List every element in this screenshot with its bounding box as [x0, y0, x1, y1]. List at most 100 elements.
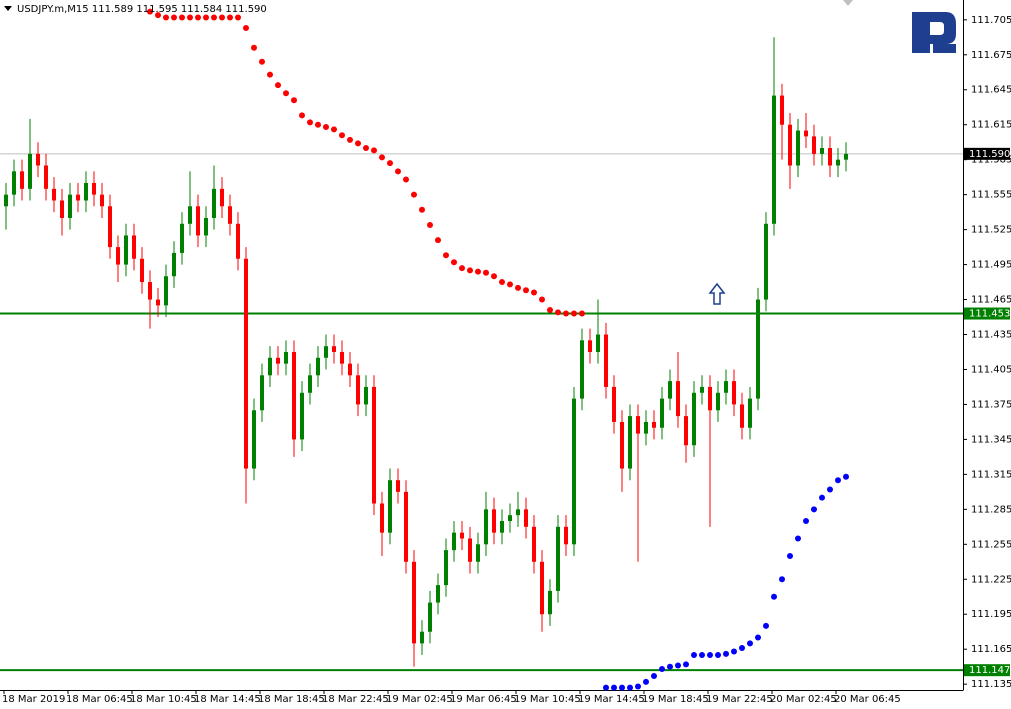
candle-body: [364, 386, 368, 405]
candle-body: [444, 550, 448, 586]
indicator-dot: [515, 284, 521, 291]
level-label: 111.147: [969, 665, 1010, 676]
x-tick-label: 18 Mar 06:45: [66, 694, 133, 705]
candle-body: [596, 334, 600, 352]
indicator-dot: [491, 273, 497, 280]
y-tick-label: 111.315: [971, 469, 1011, 480]
candle-body: [428, 602, 432, 632]
candle-body: [12, 171, 16, 195]
x-tick-label: 19 Mar 06:45: [450, 694, 517, 705]
candle-body: [780, 95, 784, 125]
y-tick-label: 111.195: [971, 609, 1011, 620]
indicator-dot: [227, 14, 233, 21]
candle-body: [812, 136, 816, 154]
indicator-dot: [315, 121, 321, 128]
y-tick-label: 111.225: [971, 574, 1011, 585]
candle-body: [564, 526, 568, 545]
candle-body: [372, 386, 376, 504]
y-tick-label: 111.585: [971, 155, 1011, 166]
candle-body: [516, 509, 520, 516]
candle-body: [244, 258, 248, 469]
candle-body: [228, 206, 232, 224]
indicator-dot: [723, 650, 729, 657]
indicator-dot: [339, 132, 345, 139]
candle-body: [132, 235, 136, 259]
indicator-dot: [291, 97, 297, 104]
candle-body: [388, 480, 392, 533]
candle-body: [772, 95, 776, 224]
candle-body: [252, 410, 256, 469]
indicator-dot: [771, 593, 777, 600]
indicator-dot: [155, 12, 161, 19]
plot-area: [0, 8, 963, 691]
indicator-dot: [387, 160, 393, 167]
candle-body: [524, 509, 528, 527]
indicator-dot: [267, 71, 273, 78]
candle-body: [820, 148, 824, 154]
indicator-dot: [555, 309, 561, 316]
indicator-dot: [499, 279, 505, 286]
indicator-dot: [667, 663, 673, 670]
indicator-dot: [443, 252, 449, 259]
candle-body: [644, 421, 648, 434]
candle-body: [556, 526, 560, 591]
candle-body: [460, 532, 464, 539]
candle-body: [436, 585, 440, 603]
candle-body: [92, 182, 96, 195]
candle-body: [84, 182, 88, 201]
candle-body: [508, 515, 512, 521]
x-tick-label: 18 Mar 18:45: [258, 694, 325, 705]
indicator-dot: [507, 281, 513, 288]
indicator-dot: [187, 14, 193, 21]
indicator-dot: [283, 90, 289, 97]
candle-body: [196, 206, 200, 236]
candle-body: [740, 404, 744, 428]
candle-body: [452, 532, 456, 551]
indicator-dot: [299, 112, 305, 119]
indicator-dot: [459, 265, 465, 272]
price-label-box: [964, 147, 1010, 160]
candle-body: [108, 206, 112, 248]
indicator-dot: [611, 684, 617, 691]
x-tick-label: 18 Mar 2019: [2, 694, 65, 705]
candle-body: [308, 375, 312, 393]
candle-body: [548, 590, 552, 615]
indicator-dot: [523, 287, 529, 294]
y-tick-label: 111.705: [971, 15, 1011, 26]
indicator-dot: [163, 14, 169, 21]
x-tick-label: 20 Mar 06:45: [834, 694, 901, 705]
candle-body: [636, 416, 640, 434]
indicator-dot: [531, 289, 537, 296]
indicator-dot: [763, 622, 769, 629]
candle-body: [572, 398, 576, 545]
indicator-dot: [259, 58, 265, 65]
candle-body: [36, 153, 40, 166]
candle-body: [316, 357, 320, 376]
indicator-dot: [243, 24, 249, 31]
candle-body: [324, 346, 328, 358]
candle-body: [724, 381, 728, 393]
candle-body: [404, 491, 408, 562]
x-tick-label: 20 Mar 02:45: [770, 694, 837, 705]
indicator-dot: [659, 666, 665, 673]
candle-body: [380, 503, 384, 533]
indicator-dot: [219, 14, 225, 21]
candle-body: [164, 276, 168, 306]
indicator-dot: [195, 14, 201, 21]
y-tick-label: 111.165: [971, 644, 1011, 655]
indicator-dot: [275, 82, 281, 89]
indicator-dot: [691, 652, 697, 659]
x-tick-label: 19 Mar 14:45: [578, 694, 645, 705]
y-tick-label: 111.525: [971, 225, 1011, 236]
candle-body: [620, 421, 624, 469]
indicator-dot: [579, 310, 585, 317]
candle-body: [188, 206, 192, 224]
candle-body: [76, 194, 80, 201]
candle-body: [180, 223, 184, 253]
indicator-dot: [347, 136, 353, 143]
indicator-dot: [427, 221, 433, 228]
indicator-dot: [683, 661, 689, 668]
candle-body: [348, 363, 352, 376]
x-tick-label: 18 Mar 10:45: [130, 694, 197, 705]
